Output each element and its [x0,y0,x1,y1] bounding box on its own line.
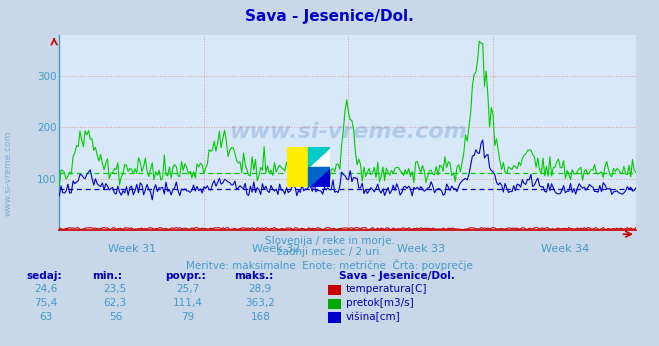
Text: 28,9: 28,9 [248,284,272,294]
Text: min.:: min.: [92,271,123,281]
Text: Sava - Jesenice/Dol.: Sava - Jesenice/Dol. [245,9,414,24]
Text: 363,2: 363,2 [245,298,275,308]
Text: 24,6: 24,6 [34,284,58,294]
Text: 62,3: 62,3 [103,298,127,308]
Text: višina[cm]: višina[cm] [346,312,401,322]
Text: sedaj:: sedaj: [26,271,62,281]
Text: 79: 79 [181,312,194,322]
Text: 168: 168 [250,312,270,322]
Text: Week 33: Week 33 [397,245,445,255]
Text: 111,4: 111,4 [173,298,203,308]
Text: Meritve: maksimalne  Enote: metrične  Črta: povprečje: Meritve: maksimalne Enote: metrične Črta… [186,259,473,271]
Text: Week 32: Week 32 [252,245,301,255]
Text: povpr.:: povpr.: [165,271,206,281]
Text: Slovenija / reke in morje.: Slovenija / reke in morje. [264,236,395,246]
Text: Week 31: Week 31 [107,245,156,255]
Text: pretok[m3/s]: pretok[m3/s] [346,298,414,308]
Text: maks.:: maks.: [234,271,273,281]
Polygon shape [287,147,308,187]
Polygon shape [308,147,330,167]
Text: zadnji mesec / 2 uri.: zadnji mesec / 2 uri. [277,247,382,257]
Polygon shape [308,167,330,187]
Text: 63: 63 [40,312,53,322]
Text: Sava - Jesenice/Dol.: Sava - Jesenice/Dol. [339,271,455,281]
Text: Week 34: Week 34 [541,245,590,255]
Text: www.si-vreme.com: www.si-vreme.com [3,130,13,216]
Text: 25,7: 25,7 [176,284,200,294]
Text: www.si-vreme.com: www.si-vreme.com [229,122,467,142]
Polygon shape [308,167,330,187]
Text: 56: 56 [109,312,122,322]
Text: 23,5: 23,5 [103,284,127,294]
Text: temperatura[C]: temperatura[C] [346,284,428,294]
Text: 75,4: 75,4 [34,298,58,308]
